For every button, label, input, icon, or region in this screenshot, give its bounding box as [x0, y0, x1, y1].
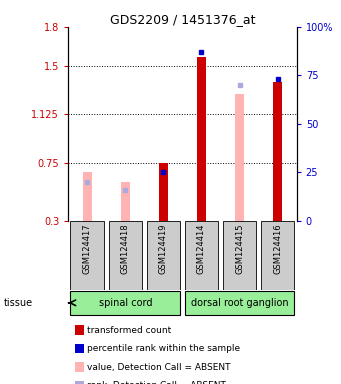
Text: GSM124419: GSM124419	[159, 223, 168, 274]
Bar	[197, 56, 206, 221]
Bar	[108, 221, 142, 290]
Bar	[223, 221, 256, 290]
Text: GSM124418: GSM124418	[121, 223, 130, 274]
Text: GSM124414: GSM124414	[197, 223, 206, 274]
Bar	[185, 291, 294, 316]
Text: transformed count: transformed count	[87, 326, 171, 335]
Bar	[235, 94, 244, 221]
Bar	[147, 221, 180, 290]
Bar	[261, 221, 294, 290]
Text: GSM124417: GSM124417	[83, 223, 92, 274]
Text: GSM124416: GSM124416	[273, 223, 282, 274]
Text: rank, Detection Call = ABSENT: rank, Detection Call = ABSENT	[87, 381, 226, 384]
Bar	[159, 163, 168, 221]
Text: dorsal root ganglion: dorsal root ganglion	[191, 298, 288, 308]
Text: GSM124415: GSM124415	[235, 223, 244, 274]
Text: percentile rank within the sample: percentile rank within the sample	[87, 344, 240, 353]
Bar	[71, 221, 104, 290]
Text: spinal cord: spinal cord	[99, 298, 152, 308]
Text: tissue: tissue	[3, 298, 32, 308]
Bar	[121, 182, 130, 221]
Title: GDS2209 / 1451376_at: GDS2209 / 1451376_at	[110, 13, 255, 26]
Bar	[83, 172, 92, 221]
Bar	[185, 221, 218, 290]
Bar	[71, 291, 180, 316]
Text: value, Detection Call = ABSENT: value, Detection Call = ABSENT	[87, 362, 231, 372]
Bar	[273, 83, 282, 221]
